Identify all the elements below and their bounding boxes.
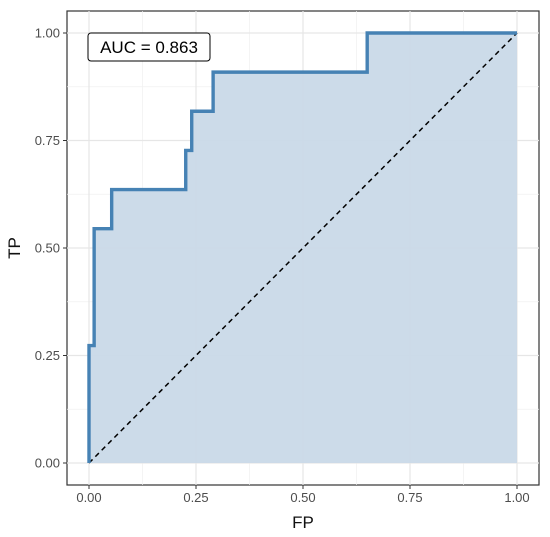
axis-layer: 0.00 0.25 0.50 0.75 1.00 0.00 0.25 0.50 0.75 1.00 xyxy=(35,26,530,506)
x-axis-title: FP xyxy=(292,513,314,532)
y-tick-label: 0.75 xyxy=(35,133,60,148)
x-tick-label: 0.00 xyxy=(76,490,101,505)
y-tick-label: 0.50 xyxy=(35,241,60,256)
x-tick-label: 0.25 xyxy=(183,490,208,505)
y-axis-title: TP xyxy=(5,237,24,259)
x-tick-label: 1.00 xyxy=(504,490,529,505)
y-tick-label: 0.25 xyxy=(35,348,60,363)
y-tick-label: 1.00 xyxy=(35,26,60,41)
roc-curve-line xyxy=(87,31,517,463)
reference-diagonal-line xyxy=(88,32,518,464)
roc-area-fill xyxy=(89,33,517,463)
auc-annotation-label: AUC = 0.863 xyxy=(100,38,198,57)
y-tick-label: 0.00 xyxy=(35,456,60,471)
auc-annotation-box xyxy=(87,32,211,62)
auc-annotation: AUC = 0.863 xyxy=(87,32,211,62)
x-tick-label: 0.75 xyxy=(397,490,422,505)
series-layer xyxy=(87,31,518,464)
x-tick-label: 0.50 xyxy=(290,490,315,505)
